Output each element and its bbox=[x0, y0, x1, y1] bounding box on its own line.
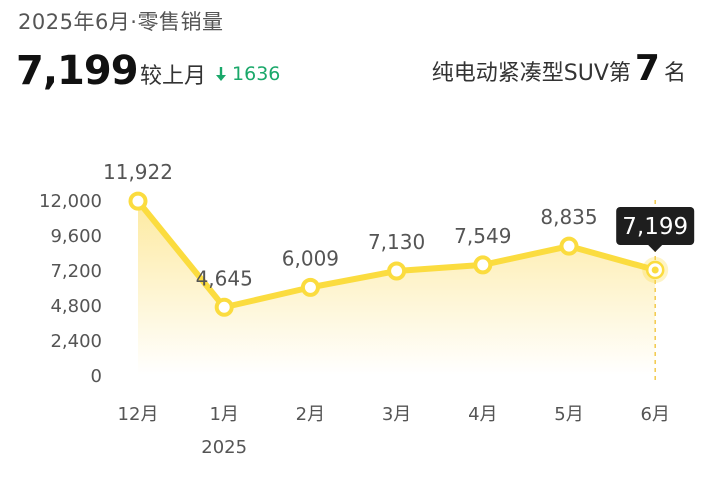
x-tick-label: 2月 bbox=[296, 404, 325, 425]
data-label: 7,549 bbox=[454, 224, 511, 248]
tooltip-label: 7,199 bbox=[622, 214, 688, 240]
x-year-label: 2025 bbox=[201, 437, 247, 458]
sales-value: 7,199 bbox=[16, 48, 139, 94]
change-value: 1636 bbox=[232, 63, 281, 85]
page-subtitle: 2025年6月·零售销量 bbox=[18, 10, 224, 34]
rank-number: 7 bbox=[634, 48, 660, 89]
change-indicator: 1636 bbox=[214, 63, 280, 85]
month-over-month: 较上月 1636 bbox=[140, 58, 280, 90]
compare-label: 较上月 bbox=[140, 64, 207, 89]
rank-suffix: 名 bbox=[663, 61, 686, 86]
data-point[interactable] bbox=[473, 255, 493, 275]
y-tick-label: 12,000 bbox=[39, 191, 102, 212]
x-axis: 12月 1月 2月 3月 4月 5月 6月 2025 bbox=[118, 404, 670, 458]
data-point[interactable] bbox=[214, 297, 234, 317]
y-tick-label: 2,400 bbox=[50, 331, 102, 352]
y-tick-label: 0 bbox=[91, 366, 102, 387]
data-labels: 11,922 4,645 6,009 7,130 7,549 8,835 bbox=[103, 160, 598, 290]
y-tick-label: 4,800 bbox=[50, 296, 102, 317]
tooltip-box bbox=[616, 207, 695, 246]
data-label: 7,130 bbox=[368, 230, 425, 254]
y-tick-label: 9,600 bbox=[50, 226, 102, 247]
data-point-highlight-center bbox=[651, 266, 659, 274]
x-tick-label: 5月 bbox=[554, 404, 583, 425]
data-point[interactable] bbox=[128, 191, 148, 211]
x-tick-label: 12月 bbox=[118, 404, 159, 425]
data-point[interactable] bbox=[559, 236, 579, 256]
category-rank: 纯电动紧凑型SUV第 7 名 bbox=[432, 48, 686, 89]
tooltip-pointer bbox=[648, 245, 663, 253]
x-tick-label: 1月 bbox=[209, 404, 238, 425]
x-tick-label: 3月 bbox=[382, 404, 411, 425]
data-label: 4,645 bbox=[196, 266, 253, 290]
sales-line-chart: 0 2,400 4,800 7,200 9,600 12,000 12月 1月 2月 3月 4月 5… bbox=[39, 160, 695, 458]
data-points bbox=[128, 191, 669, 317]
data-label: 6,009 bbox=[282, 246, 339, 270]
value-tooltip: 7,199 bbox=[616, 207, 695, 253]
x-tick-label: 4月 bbox=[468, 404, 497, 425]
y-axis: 0 2,400 4,800 7,200 9,600 12,000 bbox=[39, 191, 102, 387]
x-tick-label: 6月 bbox=[640, 404, 669, 425]
rank-prefix: 纯电动紧凑型SUV第 bbox=[431, 61, 631, 86]
data-point[interactable] bbox=[387, 261, 407, 281]
y-tick-label: 7,200 bbox=[50, 261, 102, 282]
data-point[interactable] bbox=[300, 277, 320, 297]
line-area-fill bbox=[138, 201, 656, 375]
arrow-down-icon bbox=[216, 67, 227, 81]
data-label: 8,835 bbox=[540, 205, 597, 229]
data-label: 11,922 bbox=[103, 160, 173, 184]
